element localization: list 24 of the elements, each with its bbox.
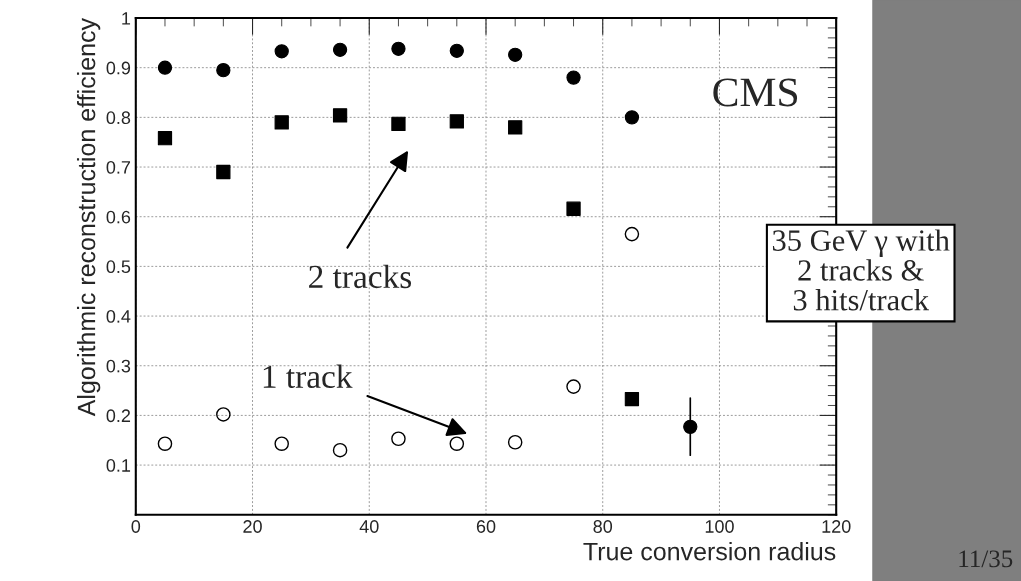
y-tick-label: 0.4	[106, 310, 131, 323]
x-tick-label: 80	[593, 520, 613, 533]
y-tick-label: 0.3	[106, 359, 131, 373]
y-tick-label: 0.1	[106, 459, 131, 472]
x-tick-label: 20	[243, 520, 262, 533]
annotation: 35 GeV γ with 2 tracks & 3 hits/track	[772, 229, 950, 311]
x-tick-label: 120	[822, 520, 851, 533]
annotation: CMS	[713, 78, 798, 107]
annotation: 1 track	[263, 364, 353, 388]
y-tick-label: 1	[122, 12, 131, 25]
y-tick-label: 0.8	[106, 111, 131, 125]
text: 11/35	[959, 550, 1013, 568]
x-tick-label: 100	[705, 520, 734, 533]
x-tick-label: 40	[359, 520, 379, 533]
y-tick-label: 0.9	[106, 61, 131, 75]
y-tick-label: 0.2	[106, 409, 131, 423]
annotation: 2 tracks	[309, 264, 412, 289]
x-tick-label: 0	[131, 520, 141, 533]
y-tick-label: 0.5	[106, 260, 131, 274]
x-axis-title: True conversion radius	[583, 542, 836, 561]
y-tick-label: 0.7	[106, 160, 131, 174]
y-axis-title: Algorithmic reconstruction efficiency	[76, 18, 101, 417]
x-tick-label: 60	[476, 520, 496, 533]
y-tick-label: 0.6	[106, 210, 131, 224]
